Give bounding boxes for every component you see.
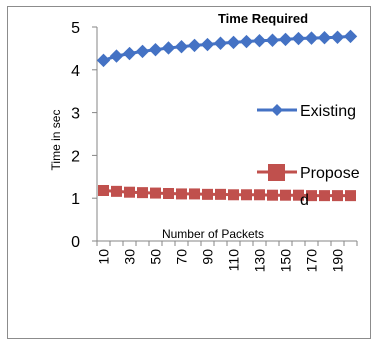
legend-item-proposed: Propose d (257, 164, 360, 209)
x-axis-label: Number of Packets (162, 227, 264, 241)
data-point (330, 30, 345, 44)
y-tick-label: 5 (71, 20, 80, 37)
data-point (161, 41, 176, 55)
data-point (280, 189, 291, 201)
data-point (176, 188, 187, 200)
y-tick-label: 2 (71, 148, 80, 165)
x-tick-label: 190 (330, 249, 346, 273)
data-point (189, 188, 200, 200)
data-point (215, 188, 226, 200)
data-point (187, 38, 202, 53)
data-point (200, 37, 215, 52)
legend-label: Existing (300, 103, 356, 120)
data-point (135, 44, 150, 59)
series-existing (96, 29, 358, 68)
chart-frame (7, 6, 371, 339)
data-point (174, 39, 189, 54)
legend-marker (268, 164, 285, 181)
data-point (98, 184, 109, 196)
data-point (213, 36, 228, 50)
x-tick-label: 130 (252, 249, 268, 273)
data-point (163, 187, 174, 199)
x-tick-label: 50 (148, 249, 164, 265)
x-tick-label: 10 (96, 249, 112, 265)
x-tick-label: 90 (200, 249, 216, 265)
x-tick-label: 170 (304, 249, 320, 273)
data-point (304, 31, 319, 45)
series-proposed (98, 184, 356, 202)
series-layer (96, 29, 358, 202)
x-tick-label: 30 (122, 249, 138, 265)
data-point (291, 31, 306, 46)
data-point (319, 190, 330, 202)
data-point (228, 189, 239, 201)
y-tick-label: 0 (71, 234, 80, 251)
data-point (293, 189, 304, 201)
data-point (137, 187, 148, 199)
y-tick-label: 3 (71, 106, 80, 123)
data-point (96, 53, 111, 68)
legend-item-existing: Existing (257, 103, 356, 120)
data-point (150, 187, 161, 199)
data-point (265, 33, 280, 47)
legend-label-continued: d (300, 192, 309, 209)
y-tick-label: 4 (71, 63, 80, 80)
data-point (241, 189, 252, 201)
data-point (202, 188, 213, 200)
data-point (226, 35, 241, 50)
data-point (124, 186, 135, 198)
data-point (332, 190, 343, 202)
legend-marker (271, 104, 283, 116)
y-tick-label: 1 (71, 191, 80, 208)
axes: 0 1 2 3 4 5 10 30 50 70 90 110 130 150 170 190 (71, 20, 358, 273)
data-point (343, 29, 358, 44)
legend-label: Propose (300, 165, 360, 182)
data-point (122, 46, 137, 61)
x-tick-label: 70 (174, 249, 190, 265)
y-axis-label: Time in sec (49, 110, 63, 171)
data-point (306, 190, 317, 202)
data-point (278, 32, 293, 47)
chart-title: Time Required (218, 11, 308, 26)
data-point (111, 185, 122, 197)
x-tick-label: 110 (226, 249, 242, 272)
legend: Existing Propose d (257, 103, 360, 209)
data-point (252, 33, 267, 48)
data-point (239, 34, 254, 49)
data-point (148, 42, 163, 57)
data-point (267, 189, 278, 201)
data-point (254, 189, 265, 201)
data-point (109, 49, 124, 63)
x-tick-label: 150 (278, 249, 294, 273)
data-point (317, 30, 332, 45)
data-point (345, 190, 356, 202)
